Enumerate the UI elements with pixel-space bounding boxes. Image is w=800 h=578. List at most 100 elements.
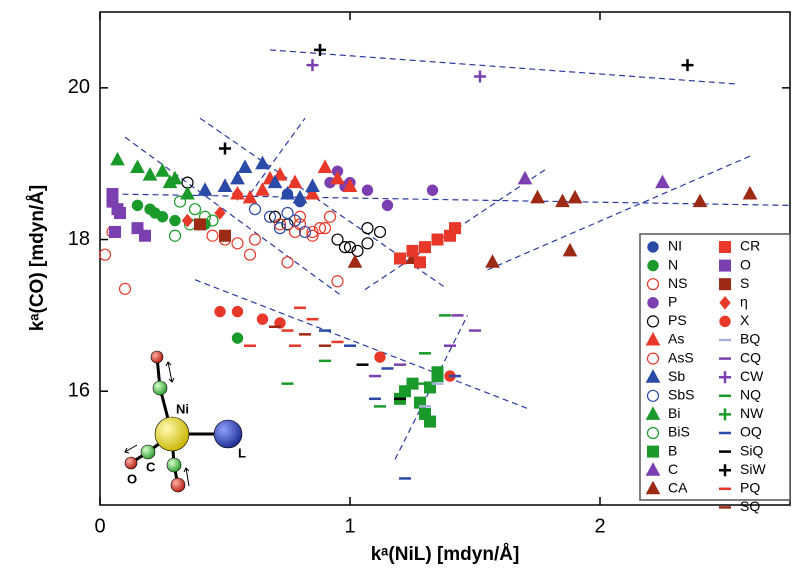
legend-label: N [668, 256, 678, 272]
point [420, 242, 431, 253]
y-axis-label: kᵃ(CO) [mdyn/Å] [27, 185, 48, 332]
legend-marker [720, 242, 731, 253]
legend-marker [720, 316, 731, 327]
point [556, 195, 569, 207]
point [257, 314, 268, 325]
point [195, 219, 206, 230]
legend-label: C [668, 461, 678, 477]
point [232, 238, 243, 249]
legend-label: CA [668, 480, 688, 496]
y-tick-label: 20 [68, 76, 90, 98]
legend-marker [648, 242, 659, 253]
point [682, 59, 694, 71]
point [190, 204, 201, 215]
legend-box [640, 234, 790, 500]
y-tick-label: 16 [68, 380, 90, 402]
legend-label: P [668, 294, 677, 310]
point [220, 230, 231, 241]
legend-label: SiQ [740, 442, 763, 458]
legend-marker [648, 446, 659, 457]
point [319, 160, 332, 172]
point [219, 179, 232, 191]
point [111, 153, 124, 165]
legend-label: CW [740, 368, 764, 384]
point [289, 176, 302, 188]
point [110, 226, 121, 237]
point [307, 59, 319, 71]
legend-label: As [668, 331, 684, 347]
legend-label: CR [740, 238, 760, 254]
point [140, 230, 151, 241]
point [132, 200, 143, 211]
point [694, 195, 707, 207]
legend-label: SbS [668, 387, 694, 403]
point [407, 245, 418, 256]
point [131, 160, 144, 172]
legend: NINNSPPSAsAsSSbSbSBiBiSBCCACROSηXBQCQCWN… [640, 234, 790, 514]
point [432, 234, 443, 245]
legend-marker [648, 297, 659, 308]
point [290, 226, 301, 237]
legend-label: NQ [740, 387, 761, 403]
point [564, 244, 577, 256]
x-tick-label: 1 [344, 515, 355, 537]
point [100, 249, 111, 260]
point [427, 185, 438, 196]
point [656, 176, 669, 188]
point [486, 255, 499, 267]
point [239, 160, 252, 172]
point [425, 416, 436, 427]
legend-marker [720, 260, 731, 271]
point [362, 185, 373, 196]
legend-label: AsS [668, 349, 694, 365]
point [250, 234, 261, 245]
point [215, 306, 226, 317]
point [519, 172, 532, 184]
point [175, 196, 186, 207]
point [349, 255, 362, 267]
point [395, 253, 406, 264]
point [432, 367, 443, 378]
legend-label: Bi [668, 405, 680, 421]
point [156, 164, 169, 176]
point [332, 276, 343, 287]
point [157, 211, 168, 222]
point [415, 257, 426, 268]
legend-label: O [740, 256, 751, 272]
fit-line [270, 50, 738, 84]
point [474, 70, 486, 82]
fit-line [113, 194, 791, 205]
legend-label: η [740, 294, 748, 310]
point [144, 168, 157, 180]
x-tick-label: 2 [594, 515, 605, 537]
point [120, 283, 131, 294]
legend-label: NW [740, 405, 764, 421]
legend-marker [648, 260, 659, 271]
legend-label: SiW [740, 461, 766, 477]
point [325, 211, 336, 222]
point [250, 204, 261, 215]
inset-label: L [238, 445, 246, 460]
legend-label: S [740, 275, 749, 291]
legend-label: X [740, 312, 750, 328]
legend-label: PQ [740, 480, 760, 496]
point [531, 191, 544, 203]
legend-label: Sb [668, 368, 685, 384]
point [170, 230, 181, 241]
legend-label: B [668, 442, 677, 458]
point [232, 333, 243, 344]
point [282, 257, 293, 268]
x-tick-label: 0 [94, 515, 105, 537]
legend-label: CQ [740, 349, 761, 365]
point [232, 306, 243, 317]
legend-marker [720, 279, 731, 290]
point [219, 143, 231, 155]
legend-label: OQ [740, 424, 762, 440]
point [375, 352, 386, 363]
point [207, 230, 218, 241]
point [256, 183, 269, 195]
point [569, 191, 582, 203]
point [199, 183, 212, 195]
y-tick-label: 18 [68, 228, 90, 250]
point [375, 226, 386, 237]
